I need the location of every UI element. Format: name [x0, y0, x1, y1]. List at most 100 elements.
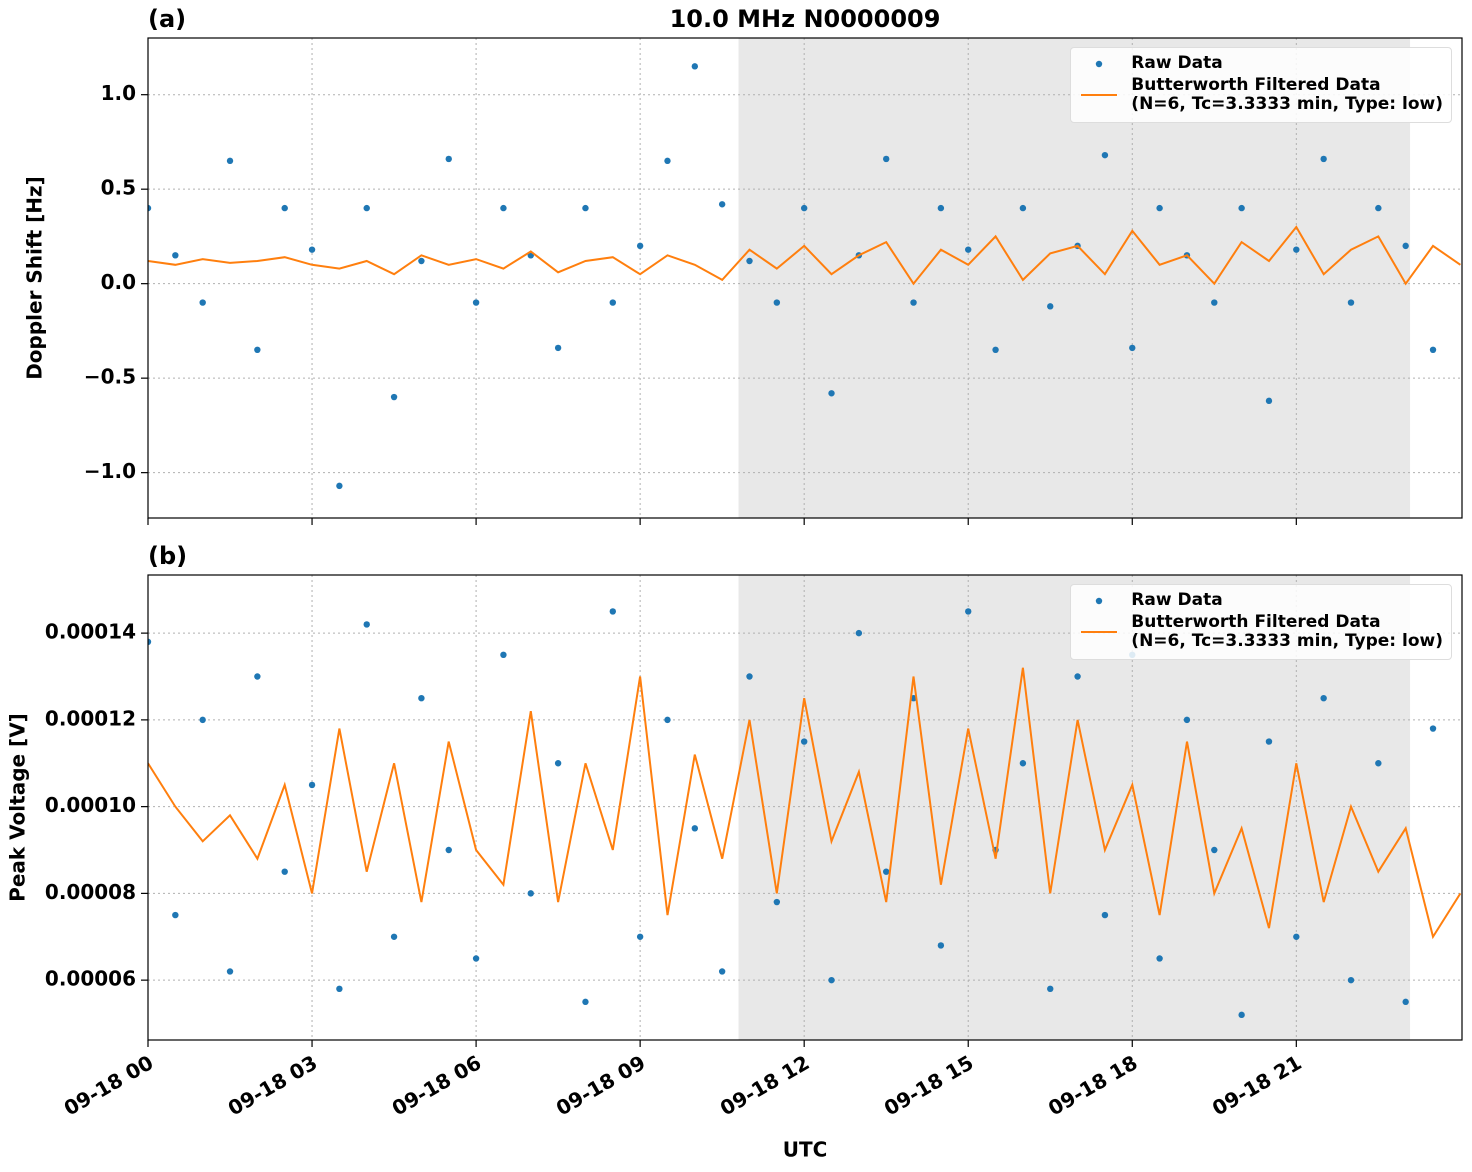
- legend-key: [1079, 54, 1119, 74]
- raw-point: [1429, 346, 1437, 354]
- legend-marker: [1096, 597, 1103, 605]
- raw-point: [1156, 204, 1163, 212]
- raw-point: [1156, 955, 1163, 962]
- y-tick-label: 0.00006: [45, 967, 136, 991]
- raw-point: [1402, 242, 1409, 250]
- panel-label: (a): [148, 5, 186, 33]
- raw-point: [445, 846, 452, 854]
- raw-point: [828, 390, 835, 397]
- raw-point: [281, 868, 288, 875]
- raw-point: [336, 482, 343, 490]
- x-tick-label: 09-18 09: [552, 1050, 650, 1120]
- x-tick-label: 09-18 00: [60, 1050, 158, 1120]
- raw-point: [1238, 204, 1245, 212]
- raw-point: [1211, 846, 1218, 854]
- raw-point: [691, 63, 699, 70]
- raw-point: [937, 942, 945, 949]
- raw-point: [746, 673, 753, 680]
- legend-key: [1079, 591, 1119, 611]
- raw-point: [855, 629, 863, 637]
- raw-point: [418, 257, 425, 265]
- legend-label: Raw Data: [1131, 590, 1223, 610]
- raw-point: [390, 393, 398, 401]
- raw-point: [172, 911, 179, 919]
- raw-point: [500, 204, 507, 212]
- chart-title: 10.0 MHz N0000009: [670, 5, 941, 33]
- x-tick-label: 09-18 18: [1044, 1050, 1142, 1120]
- y-tick-label: 0.5: [101, 176, 136, 200]
- raw-point: [609, 608, 616, 615]
- y-tick-label: −1.0: [84, 459, 136, 483]
- raw-point: [800, 204, 808, 212]
- y-tick-label: 0.00010: [45, 793, 136, 817]
- raw-point: [1047, 985, 1054, 993]
- raw-point: [1293, 933, 1300, 940]
- raw-point: [664, 716, 671, 724]
- raw-point: [883, 155, 890, 163]
- legend-label: Butterworth Filtered Data (N=6, Tc=3.333…: [1131, 75, 1443, 114]
- raw-point: [1019, 204, 1027, 212]
- legend-entry: Raw Data: [1079, 54, 1443, 74]
- legend-swatch: [1081, 631, 1118, 633]
- legend-swatch: [1081, 94, 1118, 96]
- raw-point: [199, 716, 206, 724]
- raw-point: [199, 299, 206, 306]
- legend-label: Butterworth Filtered Data (N=6, Tc=3.333…: [1131, 612, 1443, 651]
- legend: Raw Data Butterworth Filtered Data (N=6, …: [1070, 584, 1452, 660]
- raw-point: [1101, 911, 1109, 919]
- raw-point: [1074, 673, 1081, 680]
- raw-point: [500, 651, 507, 659]
- raw-point: [148, 638, 152, 645]
- axes-frame: [147, 574, 1463, 1041]
- raw-point: [1211, 299, 1218, 306]
- y-tick-label: −0.5: [84, 365, 136, 389]
- legend-swatch: [1096, 60, 1103, 68]
- y-tick-label: 1.0: [101, 81, 136, 105]
- y-tick-label: 0.00008: [45, 880, 136, 904]
- raw-point: [800, 738, 808, 745]
- raw-point: [226, 157, 234, 165]
- raw-point: [226, 968, 234, 975]
- raw-point: [609, 299, 616, 306]
- raw-point: [1183, 716, 1191, 724]
- x-tick-label: 09-18 12: [716, 1050, 814, 1120]
- raw-point: [363, 204, 370, 212]
- raw-point: [1238, 1011, 1245, 1019]
- raw-point: [527, 890, 534, 897]
- raw-point: [336, 985, 343, 993]
- x-tick-label: 09-18 21: [1208, 1050, 1306, 1120]
- raw-point: [172, 252, 179, 259]
- raw-point: [965, 608, 972, 615]
- raw-point: [554, 760, 562, 767]
- raw-point: [445, 155, 452, 163]
- raw-point: [773, 898, 781, 906]
- raw-point: [472, 299, 480, 306]
- panel-label: (b): [148, 542, 187, 570]
- raw-point: [308, 781, 316, 789]
- raw-point: [363, 621, 370, 628]
- raw-point: [1101, 151, 1109, 159]
- raw-point: [718, 201, 726, 208]
- legend-entry: Butterworth Filtered Data (N=6, Tc=3.333…: [1079, 76, 1443, 114]
- y-axis-label: Doppler Shift [Hz]: [23, 176, 47, 380]
- raw-point: [1019, 760, 1027, 767]
- raw-point: [1265, 738, 1273, 745]
- raw-point: [254, 346, 261, 354]
- legend: Raw Data Butterworth Filtered Data (N=6, …: [1070, 47, 1452, 123]
- filtered-line: [148, 225, 1461, 286]
- raw-point: [636, 242, 644, 250]
- x-tick-label: 09-18 06: [388, 1050, 486, 1120]
- raw-point: [1047, 303, 1054, 310]
- legend-entry: Butterworth Filtered Data (N=6, Tc=3.333…: [1079, 613, 1443, 651]
- raw-point: [883, 868, 890, 875]
- raw-point: [1129, 344, 1136, 352]
- raw-point: [308, 246, 316, 253]
- raw-point: [148, 204, 152, 212]
- y-tick-label: 0.00014: [45, 620, 136, 644]
- raw-point: [1320, 155, 1327, 163]
- raw-point: [281, 204, 288, 212]
- raw-point: [1347, 976, 1355, 984]
- raw-point: [1429, 725, 1437, 732]
- raw-point: [691, 825, 699, 832]
